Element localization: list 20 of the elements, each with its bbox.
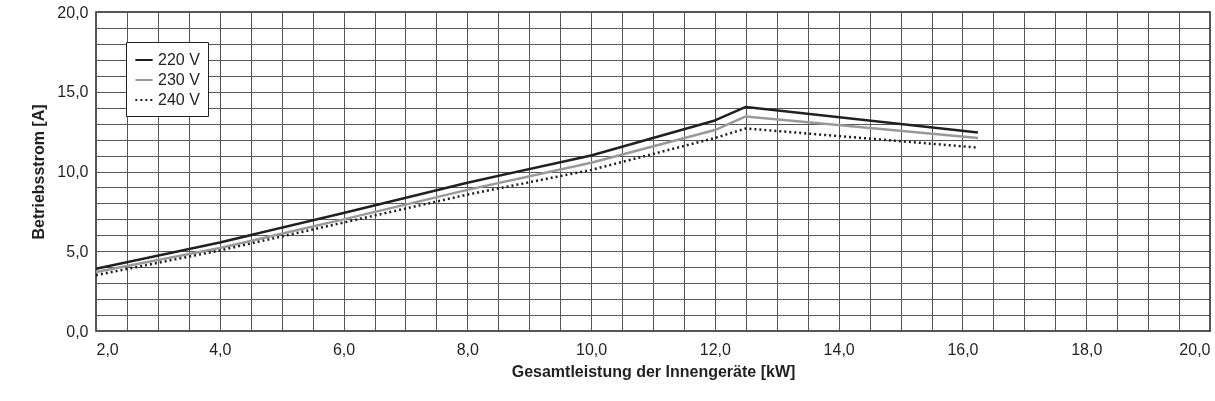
x-axis-title: Gesamtleistung der Innengeräte [kW]: [511, 362, 796, 380]
x-tick-label: 10,0: [576, 340, 608, 358]
y-tick-label: 20,0: [57, 3, 89, 21]
x-tick-label: 18,0: [1071, 340, 1103, 358]
y-tick-label: 0,0: [66, 322, 89, 340]
x-tick-label: 20,0: [1179, 340, 1211, 358]
x-tick-label: 6,0: [332, 340, 356, 358]
legend-label: 230 V: [158, 71, 201, 88]
x-tick-label: 4,0: [209, 340, 232, 358]
x-tick-label: 8,0: [456, 340, 480, 358]
y-tick-label: 10,0: [57, 163, 89, 180]
legend-label: 240 V: [158, 91, 201, 108]
x-tick-label: 2,0: [96, 340, 119, 358]
y-axis-title: Betriebsstrom [A]: [30, 104, 48, 240]
x-tick-label: 16,0: [947, 340, 979, 358]
x-tick-label: 12,0: [699, 340, 732, 358]
legend-label: 220 V: [158, 51, 201, 68]
y-tick-label: 5,0: [66, 242, 89, 260]
x-tick-label: 14,0: [823, 340, 855, 358]
y-tick-label: 15,0: [57, 83, 89, 101]
